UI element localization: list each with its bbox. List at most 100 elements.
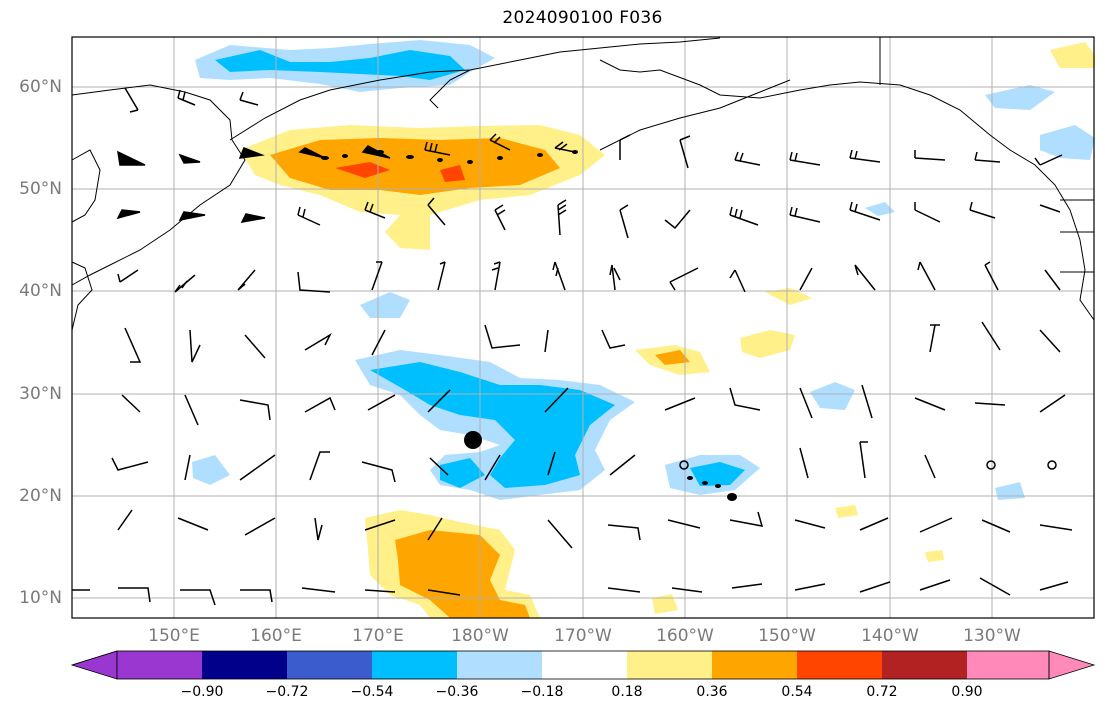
wind-barb xyxy=(609,454,636,476)
wind-barb xyxy=(552,261,566,291)
wind-barb xyxy=(240,213,266,223)
anomaly-region xyxy=(995,482,1025,500)
wind-barb xyxy=(437,261,446,291)
wind-barb xyxy=(729,511,764,527)
colorbar-tick-label: −0.54 xyxy=(350,684,394,700)
station-marker xyxy=(986,460,996,470)
wind-barb xyxy=(664,209,691,230)
station-marker xyxy=(679,460,689,470)
anomaly-region xyxy=(360,292,410,318)
wind-barb xyxy=(981,321,1001,351)
wind-barb xyxy=(859,441,868,479)
wind-barb xyxy=(239,91,259,106)
wind-barb xyxy=(298,147,326,159)
wind-barb xyxy=(240,589,273,603)
lon-label: 130°W xyxy=(963,626,1021,646)
wind-barb xyxy=(364,201,386,219)
wind-barb xyxy=(789,206,821,223)
hawaiian-islands xyxy=(687,476,737,501)
anomaly-region xyxy=(215,50,465,80)
wind-barb xyxy=(794,583,826,591)
wind-barb xyxy=(679,135,691,169)
wind-barb xyxy=(794,519,826,529)
wind-barb xyxy=(309,451,330,481)
wind-barb xyxy=(917,261,936,291)
wind-barb xyxy=(304,396,336,413)
wind-barb xyxy=(799,447,809,479)
anomaly-region xyxy=(655,350,690,365)
colorbar-bin xyxy=(627,651,712,679)
wind-barb xyxy=(619,134,631,160)
wind-barb xyxy=(544,387,569,413)
wind-barb xyxy=(547,519,573,549)
wind-barb xyxy=(124,327,142,363)
colorbar-bin xyxy=(542,651,627,679)
map-title: 2024090100 F036 xyxy=(502,8,663,28)
wind-barb xyxy=(494,204,506,231)
wind-barb xyxy=(729,206,759,226)
colorbar-bin xyxy=(797,651,882,679)
wind-barb xyxy=(849,149,881,163)
anomaly-region xyxy=(270,138,560,195)
wind-barb xyxy=(981,519,1011,533)
wind-barb xyxy=(116,209,141,220)
wind-barb xyxy=(177,517,209,531)
wind-barb xyxy=(361,461,396,483)
wind-barb xyxy=(669,267,699,291)
wind-barb xyxy=(427,389,451,413)
wind-barb xyxy=(491,261,501,291)
colorbar-tick-label: −0.18 xyxy=(520,684,564,700)
wind-barb xyxy=(301,587,336,593)
wind-barb xyxy=(117,269,139,283)
colorbar xyxy=(70,650,1096,680)
lat-label: 20°N xyxy=(19,486,62,506)
anomaly-region xyxy=(740,330,795,358)
wind-barb xyxy=(619,204,629,239)
wind-barb xyxy=(671,587,703,593)
wind-barb xyxy=(547,451,556,476)
wind-barb xyxy=(364,519,396,531)
colorbar-tick-label: −0.72 xyxy=(265,684,309,700)
wind-barb xyxy=(974,151,1001,163)
wind-barb xyxy=(238,147,265,159)
lat-label: 30°N xyxy=(19,384,62,404)
coastlines xyxy=(71,37,1095,331)
colorbar-high-extension xyxy=(1048,650,1096,680)
wind-barb xyxy=(371,329,386,356)
colorbar-bin xyxy=(967,651,1049,679)
storm-center-marker xyxy=(464,431,482,449)
wind-barb xyxy=(239,454,276,481)
wind-barb xyxy=(557,199,567,236)
wind-barb xyxy=(544,329,549,353)
wind-barb xyxy=(239,399,271,421)
wind-barb xyxy=(667,519,701,529)
wind-barb xyxy=(854,264,876,291)
wind-barb xyxy=(364,589,396,593)
wind-barb xyxy=(424,141,451,156)
colorbar-tick-label: 0.18 xyxy=(611,684,643,700)
colorbar-bin xyxy=(457,651,542,679)
wind-barb xyxy=(117,150,146,166)
wind-barb xyxy=(914,397,946,411)
wind-barb xyxy=(117,509,133,531)
lat-label: 60°N xyxy=(19,77,62,97)
map-frame xyxy=(71,36,1095,619)
lat-label: 10°N xyxy=(19,588,62,608)
wind-barb xyxy=(429,457,449,476)
wind-barb xyxy=(178,211,206,222)
wind-barb xyxy=(361,145,391,159)
anomaly-region xyxy=(1040,125,1095,160)
station-marker xyxy=(1047,460,1057,470)
lon-label: 180°W xyxy=(451,626,509,646)
wind-barb xyxy=(118,587,151,603)
anomaly-region xyxy=(765,288,812,305)
graticule xyxy=(72,37,1094,618)
lon-label: 140°W xyxy=(861,626,919,646)
anomaly-region xyxy=(810,382,855,410)
lon-label: 170°W xyxy=(554,626,612,646)
wind-barb xyxy=(124,87,139,113)
wind-barb xyxy=(554,141,576,153)
wind-barb xyxy=(799,267,813,291)
wind-barb xyxy=(861,384,873,419)
